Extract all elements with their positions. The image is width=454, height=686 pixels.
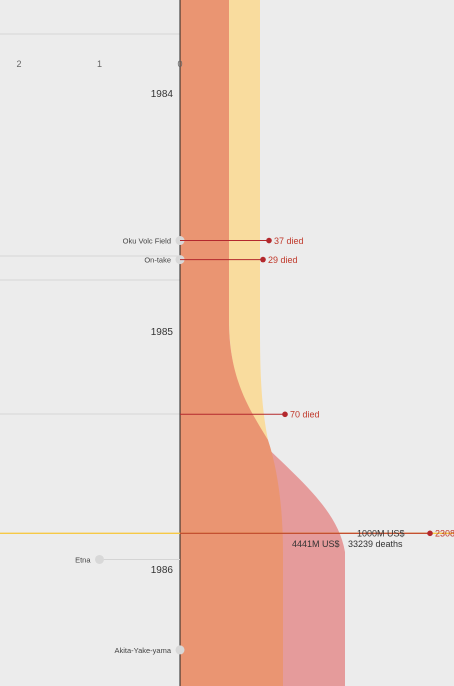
volcano-label: Etna (75, 555, 91, 564)
x-tick-label: 2 (16, 59, 21, 69)
x-tick-label: 1 (97, 59, 102, 69)
cumulative-damage-readout: 4441M US$ (292, 539, 340, 549)
damage-area (180, 0, 283, 686)
deaths-label: 29 died (268, 255, 298, 265)
year-label: 1985 (151, 327, 174, 338)
deaths-band (229, 0, 268, 440)
year-label: 1986 (151, 565, 174, 576)
x-tick-label: 0 (177, 59, 182, 69)
volcano-dot (175, 645, 185, 655)
damage-readout: 1000M US$ (357, 529, 405, 539)
cumulative-deaths-readout: 33239 deaths (348, 539, 403, 549)
deaths-dot (282, 411, 288, 418)
year-label: 1984 (151, 89, 174, 100)
deaths-dot (266, 237, 272, 244)
volcano-label: Akita-Yake-yama (114, 646, 171, 655)
volcano-label: Oku Volc Field (123, 237, 171, 246)
deaths-label: 2308 (435, 529, 454, 539)
deaths-label: 70 died (290, 410, 320, 420)
deaths-dot (260, 256, 266, 263)
volcano-dot (95, 554, 104, 564)
deaths-label: 37 died (274, 236, 304, 246)
deaths-dot (427, 530, 433, 537)
volcano-label: On-take (144, 256, 171, 265)
